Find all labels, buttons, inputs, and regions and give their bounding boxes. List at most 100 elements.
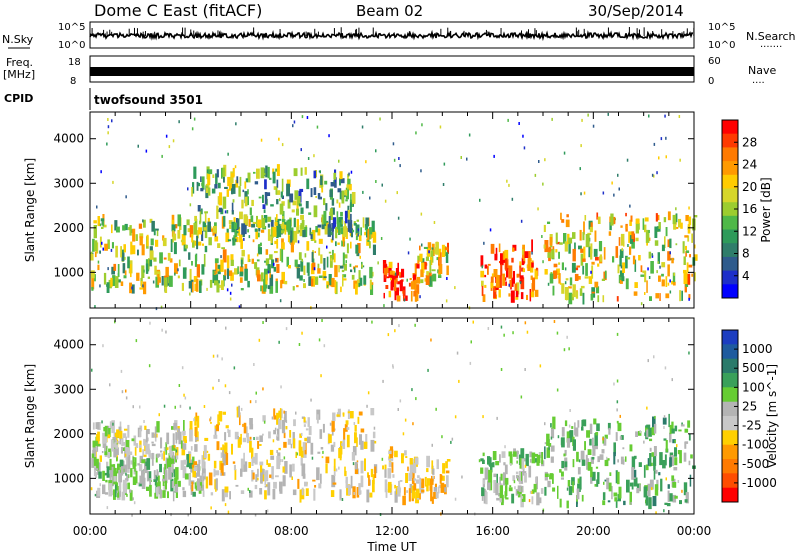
echo-cell bbox=[278, 447, 281, 451]
echo-cell bbox=[549, 273, 554, 284]
echo-cell bbox=[93, 465, 97, 477]
echo-cell bbox=[426, 468, 429, 473]
echo-cell bbox=[193, 222, 197, 235]
echo-cell bbox=[421, 489, 425, 493]
echo-cell bbox=[260, 272, 264, 282]
echo-cell bbox=[276, 434, 279, 437]
echo-cell bbox=[347, 409, 350, 419]
echo-cell bbox=[201, 466, 205, 476]
echo-cell bbox=[203, 227, 207, 231]
scatter-cell bbox=[564, 267, 567, 271]
time-tick-label: 12:00 bbox=[375, 524, 410, 538]
scatter-cell bbox=[142, 219, 144, 223]
echo-cell bbox=[520, 275, 524, 279]
echo-cell bbox=[408, 488, 411, 502]
echo-cell bbox=[186, 454, 190, 468]
scatter-cell bbox=[318, 338, 321, 342]
scatter-cell bbox=[655, 511, 657, 515]
echo-cell bbox=[639, 484, 641, 491]
echo-cell bbox=[117, 463, 120, 474]
echo-cell bbox=[654, 484, 659, 496]
echo-cell bbox=[433, 492, 437, 499]
echo-cell bbox=[657, 261, 659, 264]
echo-cell bbox=[139, 475, 143, 484]
echo-cell bbox=[531, 239, 533, 252]
echo-cell bbox=[262, 474, 265, 482]
y-tick-label: 4000 bbox=[53, 338, 84, 352]
echo-cell bbox=[164, 472, 168, 484]
echo-cell bbox=[231, 183, 236, 194]
echo-cell bbox=[412, 274, 417, 282]
echo-cell bbox=[638, 462, 642, 467]
echo-cell bbox=[572, 439, 576, 451]
scatter-cell bbox=[524, 368, 526, 371]
echo-cell bbox=[588, 276, 593, 284]
echo-cell bbox=[131, 438, 135, 442]
echo-cell bbox=[409, 483, 413, 493]
echo-cell bbox=[157, 475, 160, 487]
echo-cell bbox=[320, 473, 322, 484]
scatter-cell bbox=[234, 165, 237, 169]
echo-cell bbox=[613, 492, 618, 497]
echo-cell bbox=[581, 419, 583, 429]
echo-cell bbox=[340, 441, 343, 455]
scatter-cell bbox=[322, 450, 324, 454]
echo-cell bbox=[272, 168, 275, 174]
echo-cell bbox=[303, 283, 306, 289]
echo-cell bbox=[333, 441, 336, 448]
echo-cell bbox=[544, 473, 549, 477]
echo-cell bbox=[495, 247, 498, 259]
scatter-cell bbox=[106, 506, 109, 510]
scatter-cell bbox=[143, 420, 145, 423]
scatter-cell bbox=[421, 243, 423, 247]
echo-cell bbox=[430, 478, 434, 485]
echo-cell bbox=[331, 223, 334, 232]
echo-cell bbox=[196, 264, 200, 278]
echo-cell bbox=[535, 477, 537, 483]
echo-cell bbox=[222, 449, 224, 458]
echo-cell bbox=[484, 284, 487, 288]
echo-cell bbox=[284, 224, 287, 235]
echo-cell bbox=[674, 447, 677, 457]
echo-cell bbox=[583, 246, 586, 260]
echo-cell bbox=[286, 183, 290, 197]
echo-cell bbox=[515, 489, 519, 496]
echo-cell bbox=[151, 452, 154, 466]
echo-cell bbox=[552, 487, 556, 492]
scatter-cell bbox=[338, 159, 340, 163]
echo-cell bbox=[355, 244, 359, 254]
echo-cell bbox=[311, 278, 314, 287]
scatter-cell bbox=[101, 420, 103, 424]
echo-cell bbox=[493, 473, 497, 478]
echo-cell bbox=[653, 470, 656, 480]
echo-cell bbox=[240, 433, 242, 445]
echo-cell bbox=[149, 218, 153, 223]
echo-cell bbox=[216, 205, 219, 219]
colorbar-segment bbox=[722, 215, 738, 230]
echo-cell bbox=[652, 455, 657, 466]
echo-cell bbox=[232, 461, 236, 464]
scatter-cell bbox=[329, 422, 332, 426]
echo-cell bbox=[672, 482, 677, 488]
echo-cell bbox=[107, 239, 110, 249]
echo-cell bbox=[671, 280, 674, 285]
colorbar-segment bbox=[722, 133, 738, 148]
echo-cell bbox=[240, 458, 245, 472]
echo-cell bbox=[358, 483, 361, 495]
echo-cell bbox=[234, 468, 237, 480]
echo-cell bbox=[127, 447, 131, 452]
echo-cell bbox=[91, 287, 94, 291]
scatter-cell bbox=[311, 456, 314, 460]
scatter-cell bbox=[301, 331, 303, 335]
echo-cell bbox=[646, 429, 649, 438]
echo-cell bbox=[277, 218, 282, 221]
echo-cell bbox=[194, 482, 197, 489]
echo-cell bbox=[172, 433, 175, 446]
echo-cell bbox=[647, 458, 650, 466]
echo-cell bbox=[319, 429, 323, 439]
echo-cell bbox=[550, 423, 552, 428]
echo-cell bbox=[213, 434, 218, 439]
echo-cell bbox=[384, 274, 387, 279]
echo-cell bbox=[186, 219, 190, 226]
echo-cell bbox=[335, 226, 338, 239]
